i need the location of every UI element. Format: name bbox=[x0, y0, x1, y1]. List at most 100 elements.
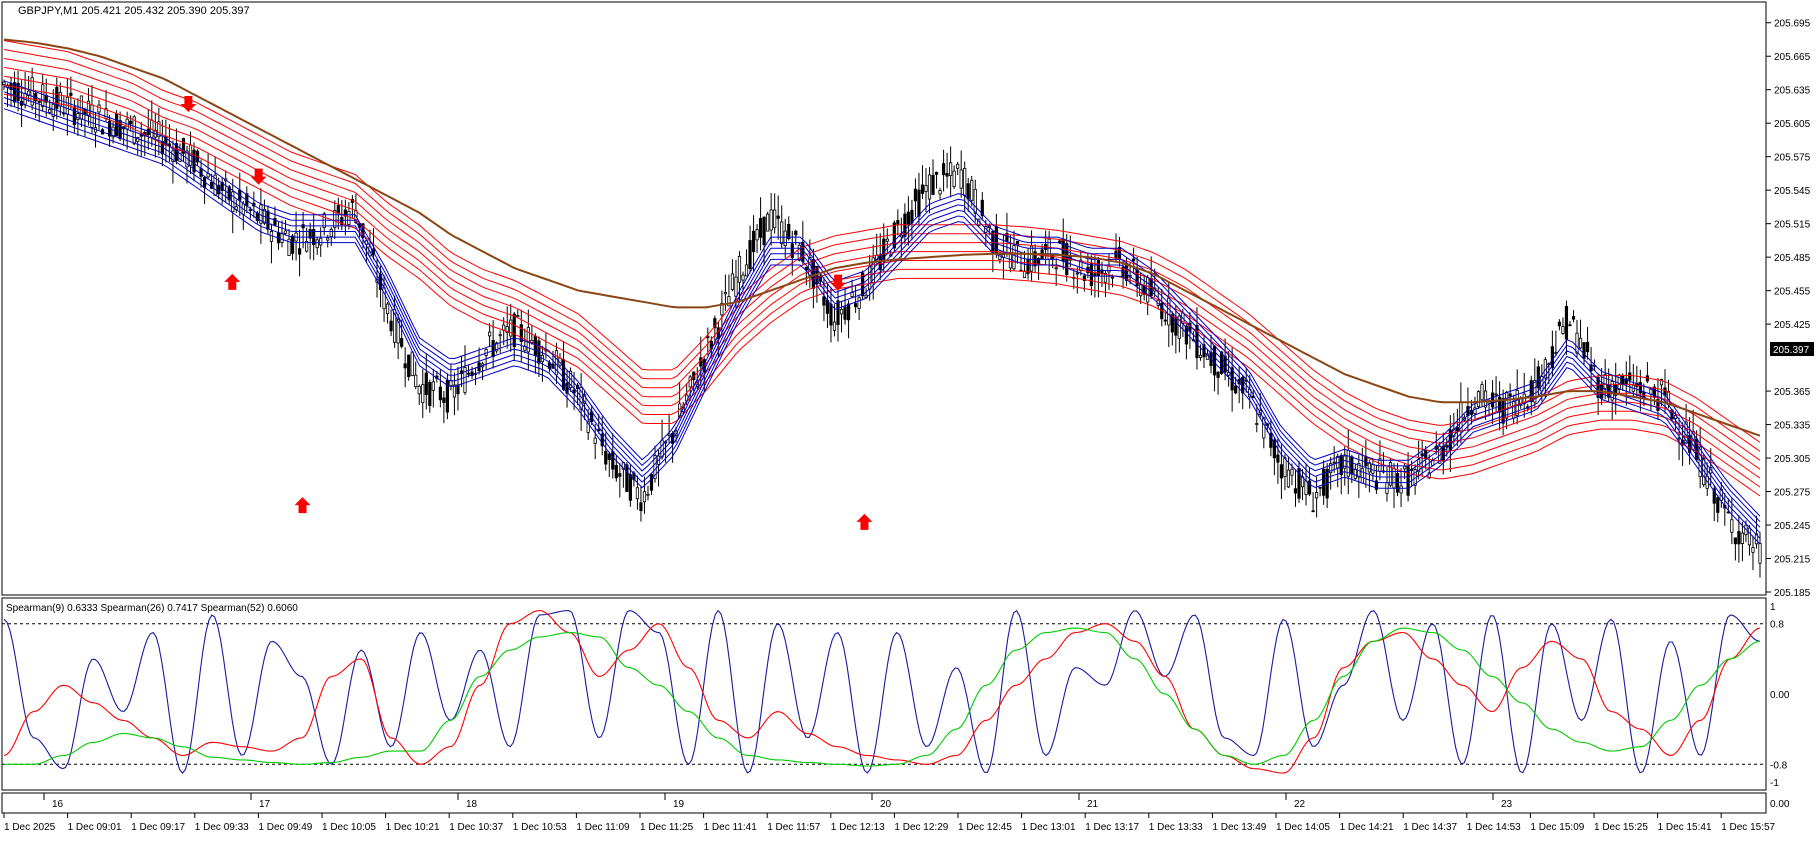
slow-ma-line bbox=[3, 75, 1761, 479]
candle-body bbox=[667, 433, 671, 436]
candle-body bbox=[488, 331, 492, 337]
candle-body bbox=[766, 213, 770, 232]
candle-body bbox=[1758, 543, 1762, 564]
candle-body bbox=[181, 138, 186, 154]
candle-body bbox=[86, 100, 91, 116]
candle-body bbox=[857, 297, 861, 309]
time-label: 1 Dec 10:53 bbox=[513, 822, 567, 833]
candle-body bbox=[927, 174, 932, 200]
time-label: 1 Dec 13:49 bbox=[1212, 822, 1266, 833]
candle-body bbox=[340, 217, 344, 225]
candle-body bbox=[769, 209, 773, 231]
candle-body bbox=[1100, 269, 1104, 274]
time-label: 1 Dec 13:33 bbox=[1149, 822, 1203, 833]
indicator-tick-label: 0.8 bbox=[1770, 620, 1784, 631]
candle-body bbox=[980, 199, 984, 217]
candle-body bbox=[336, 205, 340, 214]
candle-body bbox=[787, 224, 791, 240]
candle-body bbox=[442, 397, 446, 403]
candle-body bbox=[1733, 537, 1737, 545]
price-tick-label: 205.665 bbox=[1774, 52, 1811, 63]
candle-body bbox=[1103, 273, 1108, 283]
candle-body bbox=[1318, 486, 1322, 489]
current-price-box bbox=[1770, 342, 1814, 356]
candle-body bbox=[773, 209, 777, 229]
time-label: 1 Dec 09:33 bbox=[195, 822, 249, 833]
candle-body bbox=[516, 315, 520, 317]
time-label: 1 Dec 15:57 bbox=[1721, 822, 1775, 833]
price-axis[interactable]: 205.695 205.665 205.635 205.605 205.575 205.5… bbox=[1766, 19, 1814, 599]
candle-body bbox=[1107, 265, 1111, 273]
candle-body bbox=[1093, 273, 1097, 276]
fast-ma-line bbox=[3, 97, 1761, 534]
candle-body bbox=[48, 108, 52, 113]
candle-body bbox=[1089, 262, 1093, 286]
day-strip-marker: 0.00 bbox=[1770, 799, 1790, 810]
candle-body bbox=[1747, 527, 1752, 546]
candle-body bbox=[69, 92, 73, 96]
candle-body bbox=[607, 453, 611, 461]
candle-body bbox=[1360, 468, 1364, 484]
candle-body bbox=[389, 320, 393, 332]
candle-body bbox=[519, 324, 523, 343]
time-label: 1 Dec 2025 bbox=[4, 822, 56, 833]
candle-body bbox=[1610, 380, 1614, 401]
candle-body bbox=[97, 104, 101, 113]
candle-body bbox=[1571, 316, 1576, 320]
candle-body bbox=[290, 235, 295, 254]
candle-body bbox=[428, 382, 432, 406]
time-label: 1 Dec 09:49 bbox=[258, 822, 312, 833]
candle-body bbox=[1029, 245, 1034, 272]
spearman-indicator-panel[interactable]: Spearman(9) 0.6333 Spearman(26) 0.7417 S… bbox=[1, 597, 1790, 791]
day-label: 17 bbox=[259, 799, 271, 810]
candle-body bbox=[1163, 319, 1167, 322]
candle-body bbox=[734, 276, 738, 297]
slow-ma-line bbox=[3, 84, 1761, 488]
candle-body bbox=[1480, 384, 1484, 401]
slow-ma-line bbox=[3, 58, 1761, 461]
candle-body bbox=[1339, 455, 1343, 475]
candle-body bbox=[706, 335, 710, 339]
price-tick-label: 205.515 bbox=[1774, 220, 1811, 231]
candle-body bbox=[561, 359, 566, 390]
price-tick-label: 205.365 bbox=[1774, 387, 1811, 398]
candle-body bbox=[600, 433, 604, 447]
candle-body bbox=[319, 237, 323, 246]
candle-body bbox=[776, 215, 780, 219]
sell-arrow-icon bbox=[250, 168, 267, 185]
candle-body bbox=[1054, 267, 1058, 270]
candle-body bbox=[526, 327, 530, 353]
candle-body bbox=[396, 318, 400, 344]
main-panel-frame bbox=[1, 1, 1767, 596]
trend-ma-line bbox=[3, 38, 1761, 437]
indicator-tick-label: -1 bbox=[1770, 778, 1779, 789]
candle-body bbox=[618, 473, 622, 477]
candle-body bbox=[1751, 547, 1755, 553]
candle-body bbox=[1353, 469, 1357, 479]
time-labels: 1 Dec 2025 1 Dec 09:01 1 Dec 09:17 1 Dec 09… bbox=[3, 813, 1776, 833]
time-axis[interactable]: 1 Dec 2025 1 Dec 09:01 1 Dec 09:17 1 Dec 09… bbox=[3, 813, 1776, 833]
time-label: 1 Dec 11:25 bbox=[640, 822, 694, 833]
time-label: 1 Dec 14:37 bbox=[1403, 822, 1457, 833]
time-label: 1 Dec 13:01 bbox=[1022, 822, 1076, 833]
candle-body bbox=[1276, 454, 1280, 463]
candle-body bbox=[839, 309, 844, 315]
candle-body bbox=[1286, 469, 1291, 488]
price-tick-label: 205.695 bbox=[1774, 19, 1811, 30]
candle-body bbox=[1656, 399, 1660, 411]
candle-body bbox=[1350, 456, 1354, 475]
candle-body bbox=[1110, 276, 1115, 279]
time-label: 1 Dec 14:05 bbox=[1276, 822, 1330, 833]
main-price-panel[interactable]: GBPJPY,M1 205.421 205.432 205.390 205.39… bbox=[1, 1, 1767, 596]
candle-body bbox=[266, 210, 270, 230]
candle-body bbox=[470, 371, 474, 376]
candle-body bbox=[509, 319, 513, 337]
candle-body bbox=[1420, 453, 1424, 456]
day-label: 19 bbox=[673, 799, 685, 810]
candle-body bbox=[1512, 400, 1516, 419]
buy-arrow-icon bbox=[294, 497, 311, 514]
candle-body bbox=[297, 248, 302, 255]
candle-body bbox=[308, 229, 312, 239]
candle-body bbox=[393, 309, 397, 343]
candle-body bbox=[843, 306, 847, 320]
